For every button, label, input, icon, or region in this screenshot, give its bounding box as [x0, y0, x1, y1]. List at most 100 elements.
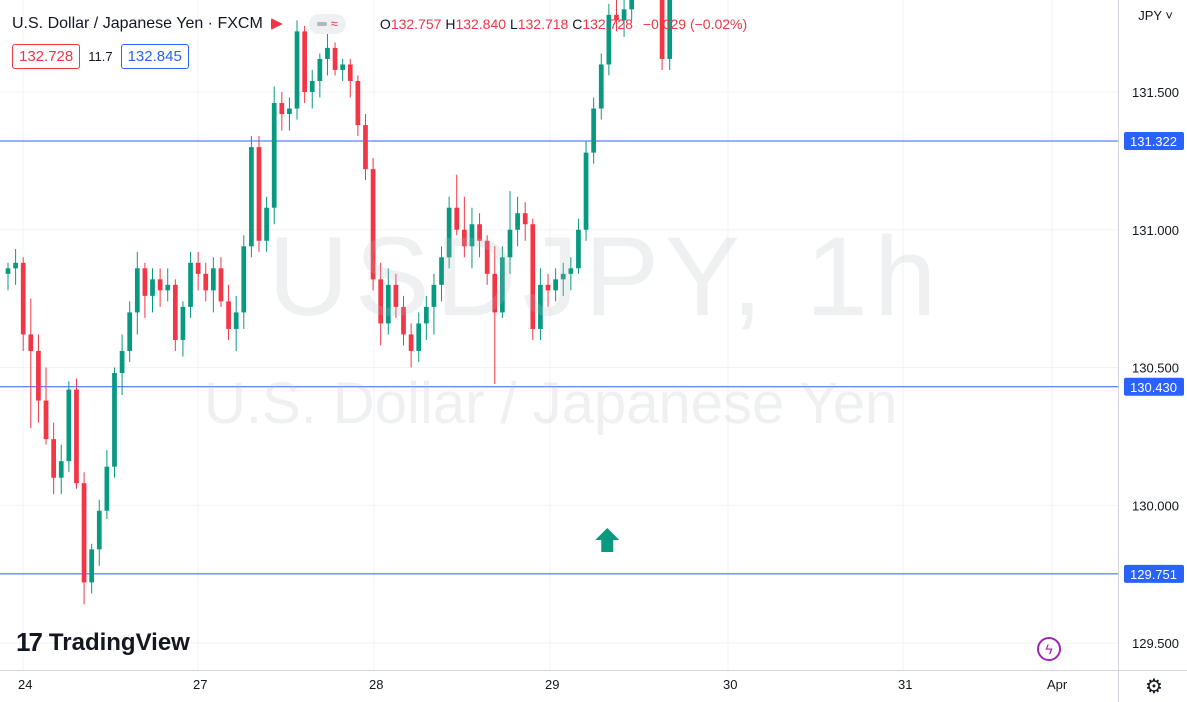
- candle-body: [43, 400, 49, 440]
- candle-body: [188, 262, 193, 307]
- candle-body: [74, 389, 79, 484]
- y-tick-label: 131.000: [1132, 223, 1179, 238]
- spread-value: 11.7: [88, 49, 113, 64]
- candle-body: [522, 213, 528, 225]
- candle-body: [279, 103, 285, 115]
- market-status-icon: [270, 18, 283, 30]
- eye-icon: [316, 22, 327, 26]
- trade-prices: 132.728 11.7 132.845: [12, 44, 189, 69]
- x-tick-label: 31: [898, 677, 912, 692]
- candle-body: [66, 389, 72, 462]
- candle-body: [530, 224, 536, 329]
- candle-body: [134, 268, 140, 313]
- candle-body: [195, 262, 201, 274]
- candle-body: [401, 306, 406, 335]
- candle-body: [538, 284, 543, 329]
- ohlc-readout: O132.757 H132.840 L132.718 C132.728 −0.0…: [380, 16, 747, 32]
- candle-body: [332, 47, 338, 70]
- candle-body: [560, 273, 566, 280]
- candle-body: [553, 279, 558, 291]
- candle-body: [81, 483, 87, 583]
- currency-selector[interactable]: JPY ˅: [1138, 8, 1173, 23]
- candle-body: [507, 229, 513, 258]
- tradingview-logo[interactable]: 17 TradingView: [16, 627, 190, 658]
- up-arrow-icon: [595, 528, 620, 552]
- watermark-name: U.S. Dollar / Japanese Yen: [204, 371, 898, 436]
- x-tick-label: 29: [545, 677, 559, 692]
- level-label: 129.751: [1130, 567, 1177, 582]
- candle-body: [294, 31, 300, 109]
- candle-body: [591, 108, 597, 153]
- candle-body: [461, 229, 467, 247]
- candle-body: [96, 510, 102, 550]
- y-tick-label: 130.000: [1132, 498, 1179, 513]
- symbol-title[interactable]: U.S. Dollar / Japanese Yen · FXCM: [12, 15, 263, 32]
- candle-body: [484, 240, 490, 274]
- candle-body: [667, 0, 673, 59]
- candle-body: [157, 279, 163, 291]
- candle-body: [226, 301, 231, 329]
- candle-body: [614, 14, 619, 21]
- candle-body: [363, 125, 368, 170]
- candle-body: [621, 9, 627, 21]
- candle-body: [241, 246, 247, 313]
- candle-body: [58, 461, 64, 478]
- candle-body: [218, 268, 224, 302]
- candle-body: [51, 439, 56, 478]
- ohlc-change: −0.029 (−0.02%): [642, 16, 748, 32]
- candle-body: [347, 64, 353, 81]
- candle-body: [203, 273, 209, 291]
- ohlc-open-key: O: [379, 16, 391, 32]
- y-tick-label: 130.500: [1132, 361, 1179, 376]
- candle-body: [172, 284, 178, 340]
- candle-body: [264, 207, 269, 241]
- ohlc-high-key: H: [445, 16, 456, 32]
- logo-text: TradingView: [48, 628, 190, 656]
- candle-body: [568, 268, 574, 274]
- candle-body: [423, 306, 429, 324]
- candle-body: [142, 268, 148, 296]
- candle-body: [13, 262, 18, 269]
- indicator-toggle[interactable]: ≈: [308, 14, 346, 34]
- candle-body: [5, 268, 11, 274]
- candle-body: [378, 279, 384, 324]
- candle-body: [249, 147, 254, 247]
- candle-body: [454, 207, 460, 230]
- candle-body: [104, 466, 110, 511]
- candle-body: [150, 279, 155, 296]
- gear-icon[interactable]: ⚙: [1145, 676, 1163, 698]
- wave-icon: ≈: [330, 16, 338, 31]
- x-tick-label: 30: [723, 677, 737, 692]
- candle-body: [180, 306, 186, 340]
- x-tick-label: 24: [18, 677, 32, 692]
- candle-body: [576, 229, 581, 269]
- candle-body: [500, 257, 505, 313]
- x-tick-label: 27: [193, 677, 207, 692]
- candle-body: [20, 262, 26, 335]
- candle-body: [416, 323, 422, 351]
- candle-body: [446, 207, 452, 258]
- candle-body: [89, 549, 95, 583]
- candle-body: [28, 334, 34, 351]
- y-tick-label: 131.500: [1132, 85, 1179, 100]
- candle-body: [317, 58, 323, 81]
- buy-button[interactable]: 132.845: [120, 44, 189, 69]
- level-tag: [1124, 377, 1184, 396]
- candle-body: [431, 284, 437, 307]
- x-tick-label: Apr: [1047, 677, 1068, 692]
- candle-body: [302, 31, 307, 92]
- candle-body: [271, 103, 277, 208]
- candle-body: [477, 224, 482, 241]
- candle-body: [606, 14, 612, 65]
- candle-body: [127, 312, 133, 351]
- bolt-icon[interactable]: ϟ: [1037, 637, 1061, 661]
- level-label: 131.322: [1130, 134, 1177, 149]
- chart-header: U.S. Dollar / Japanese Yen · FXCM ≈ O132…: [12, 12, 747, 36]
- ohlc-close-key: C: [572, 16, 583, 32]
- sell-button[interactable]: 132.728: [12, 44, 81, 69]
- candle-body: [408, 334, 414, 351]
- candle-body: [340, 64, 346, 70]
- candle-body: [393, 284, 399, 307]
- candle-body: [492, 273, 498, 313]
